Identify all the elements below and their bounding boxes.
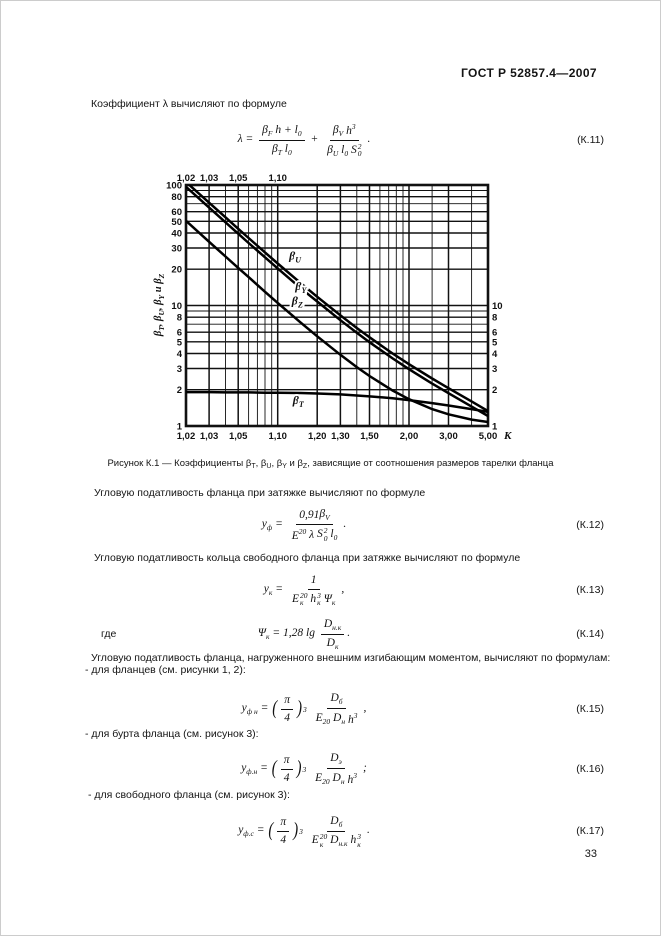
svg-text:βY: βY (294, 279, 307, 295)
svg-text:40: 40 (171, 229, 182, 240)
svg-text:3,00: 3,00 (439, 431, 458, 442)
equation-row-k15: yф н = (π 4) 3 Dб E20 Dн h3, (К.15) (1, 683, 660, 735)
svg-text:5,00: 5,00 (479, 431, 498, 442)
chart-frame (184, 183, 490, 428)
list-item-collar: - для бурта фланца (см. рисунок 3): (85, 728, 259, 740)
svg-text:1,50: 1,50 (360, 431, 379, 442)
svg-text:К: К (503, 430, 512, 442)
svg-text:8: 8 (492, 313, 497, 324)
svg-text:6: 6 (177, 328, 182, 339)
list-item-flanges: - для фланцев (см. рисунки 1, 2): (85, 664, 246, 676)
formula-k16: yф.н = (π 4) 3 Dэ E20 Dн h3; (241, 752, 367, 786)
equation-number-k16: (К.16) (576, 763, 604, 775)
equation-number-k11: (К.11) (577, 134, 604, 146)
equation-number-k13: (К.13) (576, 584, 604, 596)
page-number: 33 (584, 848, 597, 860)
list-item-loose-flange: - для свободного фланца (см. рисунок 3): (88, 789, 290, 801)
chart-y-axis-title: βТ, βU, βY и βZ (153, 273, 166, 337)
svg-text:30: 30 (171, 244, 182, 255)
paragraph-k12-intro: Угловую податливость фланца при затяжке … (94, 487, 426, 499)
svg-text:1,30: 1,30 (331, 431, 350, 442)
svg-text:10: 10 (492, 301, 503, 312)
svg-text:2,00: 2,00 (400, 431, 419, 442)
curve-βZ (186, 219, 488, 424)
formula-k15: yф н = (π 4) 3 Dб E20 Dн h3, (241, 692, 367, 726)
svg-text:βZ: βZ (291, 294, 303, 310)
svg-text:1,10: 1,10 (268, 173, 287, 184)
svg-text:4: 4 (492, 349, 498, 360)
svg-text:1: 1 (177, 422, 183, 433)
equation-number-k15: (К.15) (576, 703, 604, 715)
curve-βY (186, 185, 488, 418)
equation-number-k17: (К.17) (576, 825, 604, 837)
chart-series (186, 185, 488, 424)
svg-text:5: 5 (492, 337, 498, 348)
svg-text:1,05: 1,05 (229, 173, 248, 184)
svg-text:20: 20 (171, 265, 182, 276)
svg-text:2: 2 (177, 385, 182, 396)
curve-βT (186, 390, 488, 414)
svg-text:80: 80 (171, 192, 182, 203)
svg-text:2: 2 (492, 385, 497, 396)
chart-tick-labels: 1,02 1,03 1,05 1,10 1,20 1,30 1,50 2,00 3,00 5,00… (166, 173, 512, 442)
figure-caption: Рисунок К.1 — Коэффициенты βТ, βU, βY и … (107, 458, 554, 470)
svg-text:4: 4 (177, 349, 183, 360)
paragraph-k13-intro: Угловую податливость кольца свободного ф… (94, 552, 521, 564)
svg-text:1,02: 1,02 (177, 173, 196, 184)
svg-text:βТ: βТ (292, 393, 305, 409)
svg-text:50: 50 (171, 217, 182, 228)
curve-βU (187, 185, 488, 413)
svg-text:60: 60 (171, 207, 182, 218)
svg-text:3: 3 (177, 364, 182, 375)
svg-text:βU: βU (288, 249, 302, 265)
formula-k14: Ψк = 1,28 lg Dн.к Dк. (257, 617, 351, 651)
svg-text:6: 6 (492, 328, 497, 339)
equation-number-k12: (К.12) (576, 519, 604, 531)
svg-text:10: 10 (171, 301, 182, 312)
paragraph-moment-intro: Угловую податливость фланца, нагруженног… (91, 652, 611, 664)
svg-text:1,03: 1,03 (200, 173, 219, 184)
equation-number-k14: (К.14) (576, 628, 604, 640)
svg-text:1,05: 1,05 (229, 431, 248, 442)
svg-text:8: 8 (177, 313, 182, 324)
paragraph-k11-intro: Коэффициент λ вычисляют по формуле (91, 98, 287, 110)
where-label: где (101, 628, 117, 640)
svg-text:1,10: 1,10 (268, 431, 287, 442)
gost-header: ГОСТ Р 52857.4—2007 (460, 66, 597, 80)
svg-text:1,03: 1,03 (200, 431, 219, 442)
svg-text:100: 100 (166, 181, 182, 192)
svg-text:1: 1 (492, 422, 498, 433)
svg-text:1,02: 1,02 (177, 431, 196, 442)
svg-text:3: 3 (492, 364, 497, 375)
svg-text:1,20: 1,20 (308, 431, 327, 442)
svg-text:5: 5 (177, 337, 183, 348)
equation-row-k14: где Ψк = 1,28 lg Dн.к Dк. (К.14) (1, 613, 660, 655)
equation-row-k16: yф.н = (π 4) 3 Dэ E20 Dн h3; (К.16) (1, 743, 660, 795)
